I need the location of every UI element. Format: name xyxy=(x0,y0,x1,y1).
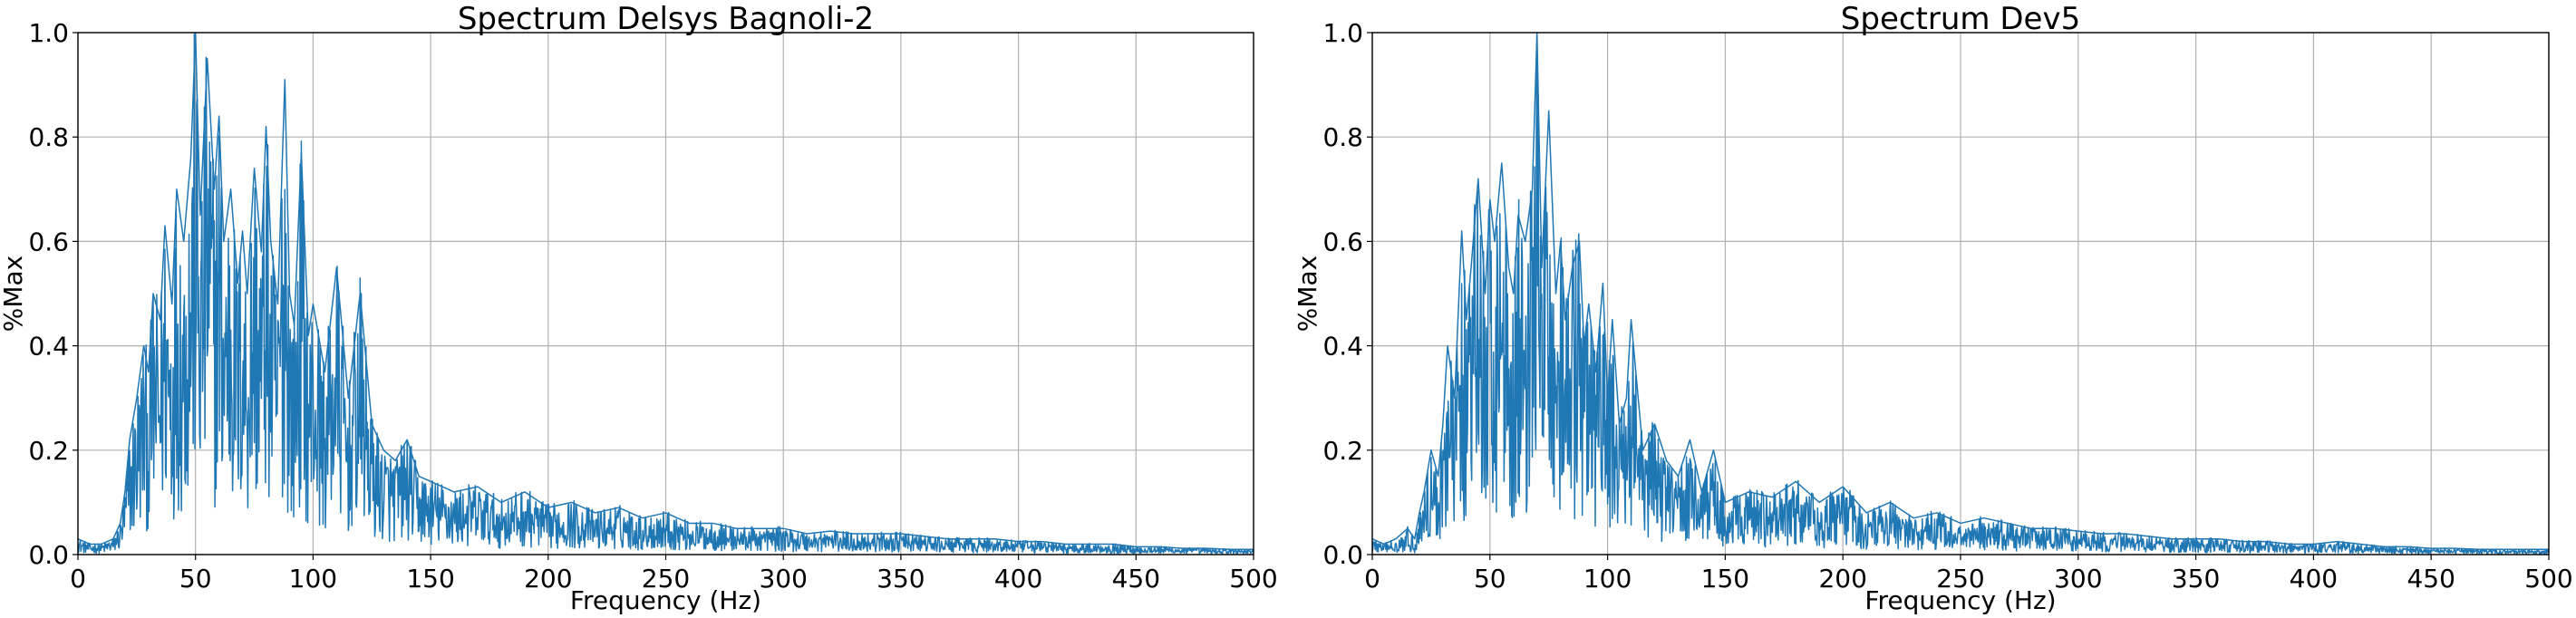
y-tick-label: 0.4 xyxy=(28,332,69,362)
chart-title: Spectrum Delsys Bagnoli-2 xyxy=(458,1,874,37)
x-tick-label: 350 xyxy=(876,564,925,594)
x-tick-label: 200 xyxy=(1818,564,1866,594)
x-tick-label: 300 xyxy=(759,564,807,594)
x-axis-label: Frequency (Hz) xyxy=(1864,585,2056,615)
y-tick-label: 0.0 xyxy=(1322,540,1363,570)
y-tick-label: 0.0 xyxy=(28,540,69,570)
y-tick-label: 0.8 xyxy=(28,122,69,152)
y-tick-label: 1.0 xyxy=(28,18,69,48)
x-tick-label: 400 xyxy=(994,564,1042,594)
y-tick-label: 0.2 xyxy=(1322,436,1363,466)
x-axis-label: Frequency (Hz) xyxy=(570,585,761,615)
x-tick-label: 450 xyxy=(2407,564,2455,594)
x-tick-label: 50 xyxy=(1474,564,1506,594)
chart-panel-2: 0 50 100 150 200 250 300 350 400 450 500 0.0 0.2 0.4 0… xyxy=(1293,1,2573,615)
y-tick-label: 0.6 xyxy=(28,227,69,256)
x-tick-label: 350 xyxy=(2172,564,2220,594)
x-tick-label: 150 xyxy=(1701,564,1749,594)
x-tick-label: 500 xyxy=(1229,564,1277,594)
x-tick-label: 150 xyxy=(406,564,454,594)
x-tick-label: 100 xyxy=(289,564,337,594)
x-tick-label: 200 xyxy=(524,564,572,594)
x-tick-label: 250 xyxy=(642,564,690,594)
spectrum-line xyxy=(77,33,1254,555)
x-tick-label: 400 xyxy=(2290,564,2338,594)
y-axis-label: %Max xyxy=(1293,256,1322,333)
x-tick-label: 250 xyxy=(1936,564,1984,594)
x-tick-label: 300 xyxy=(2054,564,2102,594)
chart-title: Spectrum Dev5 xyxy=(1841,1,2080,37)
spectrum-line xyxy=(1371,32,2550,555)
chart-panel-1: 0 50 100 150 200 250 300 350 400 450 500 0.0 0.2 0.4 0… xyxy=(0,1,1278,615)
x-tick-label: 0 xyxy=(1364,564,1380,594)
y-tick-label: 0.4 xyxy=(1322,332,1363,362)
spectrum-peak-line xyxy=(1371,32,2549,550)
y-tick-label: 0.2 xyxy=(28,436,69,466)
y-tick-label: 0.8 xyxy=(1322,122,1363,152)
x-tick-label: 50 xyxy=(179,564,212,594)
x-tick-label: 0 xyxy=(70,564,86,594)
x-tick-label: 450 xyxy=(1112,564,1160,594)
x-tick-label: 100 xyxy=(1583,564,1632,594)
x-tick-label: 500 xyxy=(2524,564,2572,594)
spectrum-peak-line xyxy=(77,32,1254,550)
y-axis-label: %Max xyxy=(0,256,28,333)
y-tick-label: 0.6 xyxy=(1322,227,1363,256)
y-tick-label: 1.0 xyxy=(1322,18,1363,48)
